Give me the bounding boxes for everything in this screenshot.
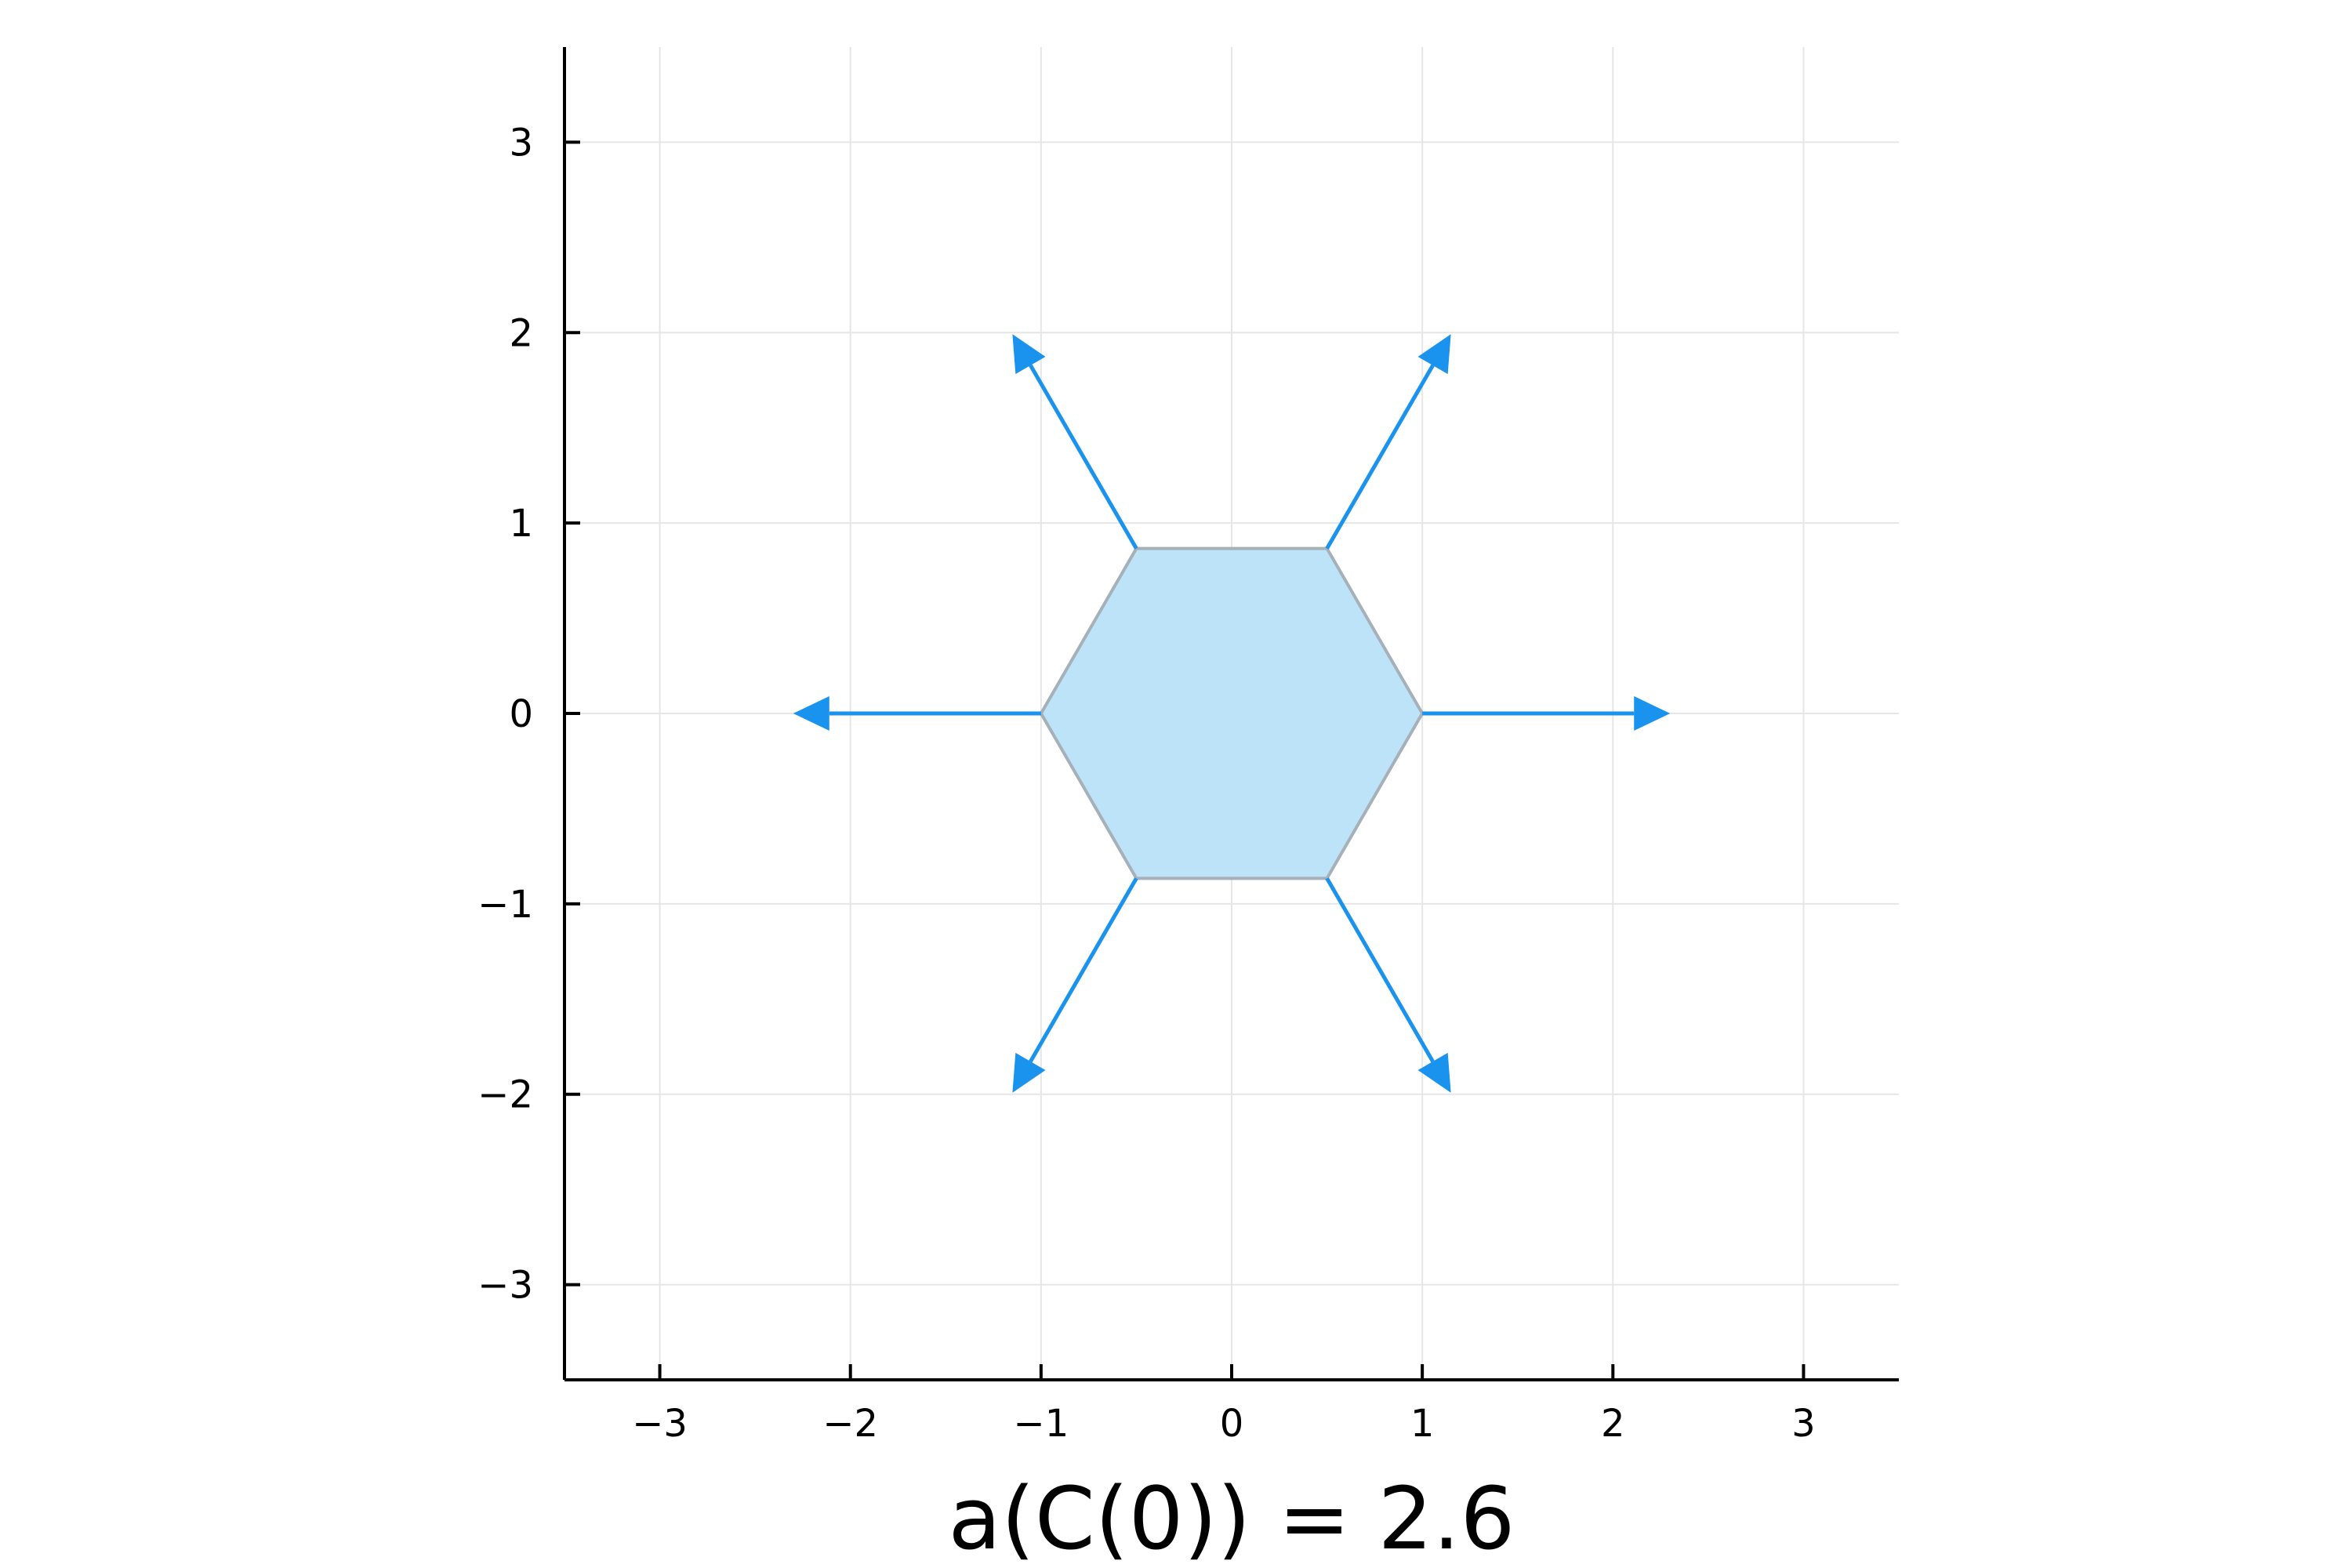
arrow-shaft <box>1325 364 1435 550</box>
arrow-head <box>1012 1052 1046 1093</box>
x-tick-label: −1 <box>1013 1402 1069 1446</box>
arrow-head <box>1012 334 1046 375</box>
arrow-shaft <box>1325 877 1435 1063</box>
y-tick-label: −1 <box>477 883 533 927</box>
y-tick-label: 1 <box>509 502 533 546</box>
arrow-head <box>793 696 829 731</box>
x-axis-label: a(C(0)) = 2.6 <box>949 1468 1515 1568</box>
arrows-layer <box>793 334 1671 1093</box>
arrow-shaft <box>1029 364 1138 550</box>
y-axis-ticks: −3 −2 −1 0 1 2 3 <box>477 121 580 1308</box>
hexagon-layer <box>1039 546 1425 880</box>
x-tick-label: 0 <box>1220 1402 1244 1446</box>
y-tick-label: 3 <box>509 121 533 165</box>
x-axis-ticks: −3 −2 −1 0 1 2 3 <box>632 1364 1816 1446</box>
x-tick-label: 1 <box>1410 1402 1435 1446</box>
arrow-shaft <box>1029 877 1138 1063</box>
arrow-head <box>1634 696 1671 731</box>
y-tick-label: 0 <box>509 692 533 736</box>
y-tick-label: −2 <box>477 1073 533 1117</box>
x-tick-label: 3 <box>1791 1402 1816 1446</box>
arrow-head <box>1417 1052 1451 1093</box>
y-tick-label: −3 <box>477 1264 533 1308</box>
x-tick-label: 2 <box>1601 1402 1625 1446</box>
y-tick-label: 2 <box>509 311 533 355</box>
hexagon-polygon <box>1039 546 1425 880</box>
arrow-head <box>1417 334 1451 375</box>
x-tick-label: −3 <box>632 1402 688 1446</box>
x-tick-label: −2 <box>822 1402 878 1446</box>
